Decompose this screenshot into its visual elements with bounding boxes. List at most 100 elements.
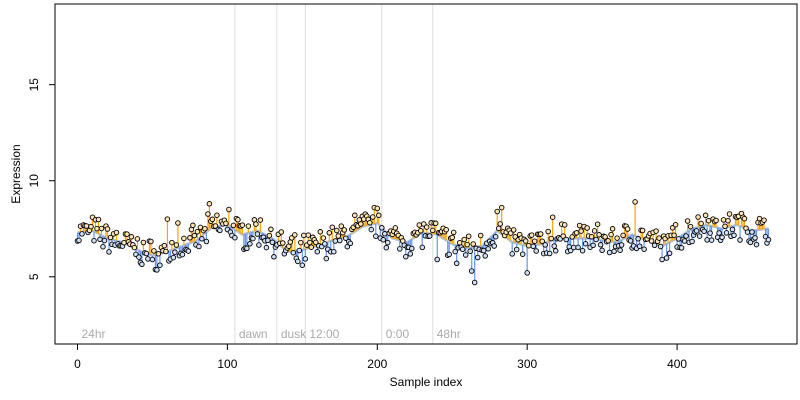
data-point bbox=[683, 233, 689, 239]
data-point bbox=[143, 250, 150, 257]
data-point bbox=[560, 233, 566, 239]
data-point bbox=[761, 217, 767, 223]
data-point bbox=[305, 232, 312, 238]
data-point bbox=[614, 235, 620, 241]
data-point bbox=[187, 235, 193, 241]
data-point bbox=[217, 227, 223, 234]
data-point bbox=[76, 237, 82, 244]
x-tick-label: 300 bbox=[517, 357, 537, 371]
data-point bbox=[235, 216, 241, 223]
data-point bbox=[292, 232, 298, 238]
data-point bbox=[468, 268, 475, 274]
data-point bbox=[317, 229, 324, 235]
data-point bbox=[230, 222, 237, 229]
data-point bbox=[326, 230, 333, 236]
y-tick-label: 5 bbox=[27, 273, 41, 280]
data-point bbox=[107, 234, 114, 241]
y-axis-label: Expression bbox=[9, 144, 23, 203]
data-point bbox=[205, 211, 211, 217]
data-point bbox=[367, 219, 373, 226]
data-point bbox=[672, 221, 679, 228]
section-label: dusk bbox=[281, 327, 307, 341]
data-point bbox=[136, 254, 142, 260]
data-point bbox=[462, 252, 469, 258]
data-point bbox=[446, 251, 452, 258]
data-point bbox=[723, 230, 730, 236]
data-point bbox=[98, 225, 105, 232]
data-point bbox=[416, 222, 423, 228]
data-point bbox=[563, 236, 569, 243]
data-point bbox=[708, 237, 715, 243]
data-point bbox=[552, 248, 559, 254]
data-point bbox=[689, 238, 695, 245]
data-point bbox=[295, 258, 301, 265]
data-point bbox=[280, 240, 286, 246]
data-point bbox=[519, 251, 526, 257]
data-point bbox=[106, 249, 112, 255]
data-point bbox=[173, 242, 180, 248]
data-point bbox=[322, 241, 328, 247]
data-point bbox=[524, 270, 530, 276]
data-point bbox=[477, 232, 484, 239]
data-point bbox=[599, 247, 605, 254]
data-point bbox=[575, 244, 581, 251]
data-point bbox=[392, 225, 399, 231]
data-point bbox=[149, 256, 156, 263]
x-axis: 0 100 200 300 400 bbox=[74, 343, 687, 371]
data-point bbox=[528, 232, 535, 238]
data-point bbox=[202, 225, 208, 232]
data-point bbox=[407, 251, 414, 257]
data-point bbox=[298, 239, 304, 246]
data-point bbox=[373, 233, 379, 239]
data-point bbox=[704, 237, 710, 243]
data-point bbox=[513, 246, 520, 253]
data-point bbox=[593, 236, 599, 243]
data-point bbox=[752, 235, 758, 241]
y-axis: 5 10 15 bbox=[27, 78, 56, 280]
data-point bbox=[693, 228, 700, 234]
data-point bbox=[423, 224, 430, 230]
data-point bbox=[164, 216, 171, 222]
section-labels: 24hr dawn dusk 12:00 0:00 48hr bbox=[81, 327, 460, 341]
data-point bbox=[429, 227, 436, 234]
data-point bbox=[678, 245, 685, 251]
data-point bbox=[157, 262, 163, 268]
data-point bbox=[510, 227, 517, 233]
data-point bbox=[494, 208, 500, 215]
data-point bbox=[597, 242, 604, 248]
stems-layer bbox=[76, 201, 770, 283]
data-point bbox=[121, 239, 127, 246]
data-point bbox=[452, 248, 458, 255]
data-point bbox=[419, 244, 426, 251]
data-point bbox=[256, 242, 262, 248]
data-point bbox=[611, 248, 617, 255]
data-point bbox=[627, 238, 634, 244]
data-point bbox=[453, 260, 460, 267]
data-point bbox=[480, 247, 487, 254]
data-point bbox=[749, 229, 755, 235]
data-point bbox=[163, 248, 169, 255]
data-point bbox=[561, 222, 568, 228]
data-point bbox=[459, 246, 466, 253]
section-label: 48hr bbox=[437, 327, 461, 341]
data-point bbox=[175, 220, 181, 226]
data-point bbox=[542, 242, 548, 248]
data-point bbox=[343, 235, 349, 241]
data-point bbox=[467, 248, 473, 254]
data-point bbox=[747, 239, 754, 246]
data-point bbox=[134, 236, 141, 242]
data-point bbox=[250, 235, 256, 242]
data-point bbox=[397, 246, 403, 252]
data-point bbox=[329, 224, 336, 230]
data-point bbox=[154, 267, 160, 273]
data-point bbox=[203, 238, 210, 245]
data-point bbox=[382, 231, 388, 237]
data-point bbox=[765, 236, 772, 243]
data-point bbox=[617, 247, 623, 253]
data-point bbox=[265, 237, 271, 244]
data-point bbox=[95, 216, 102, 223]
x-axis-label: Sample index bbox=[390, 375, 463, 389]
data-point bbox=[525, 242, 532, 249]
data-point bbox=[380, 237, 387, 243]
